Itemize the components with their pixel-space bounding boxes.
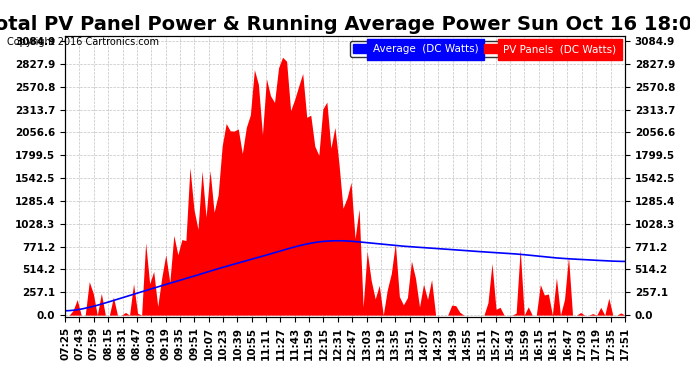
Legend: Average  (DC Watts), PV Panels  (DC Watts): Average (DC Watts), PV Panels (DC Watts) bbox=[350, 41, 620, 57]
Text: Copyright 2016 Cartronics.com: Copyright 2016 Cartronics.com bbox=[7, 37, 159, 47]
Title: Total PV Panel Power & Running Average Power Sun Oct 16 18:04: Total PV Panel Power & Running Average P… bbox=[0, 15, 690, 34]
